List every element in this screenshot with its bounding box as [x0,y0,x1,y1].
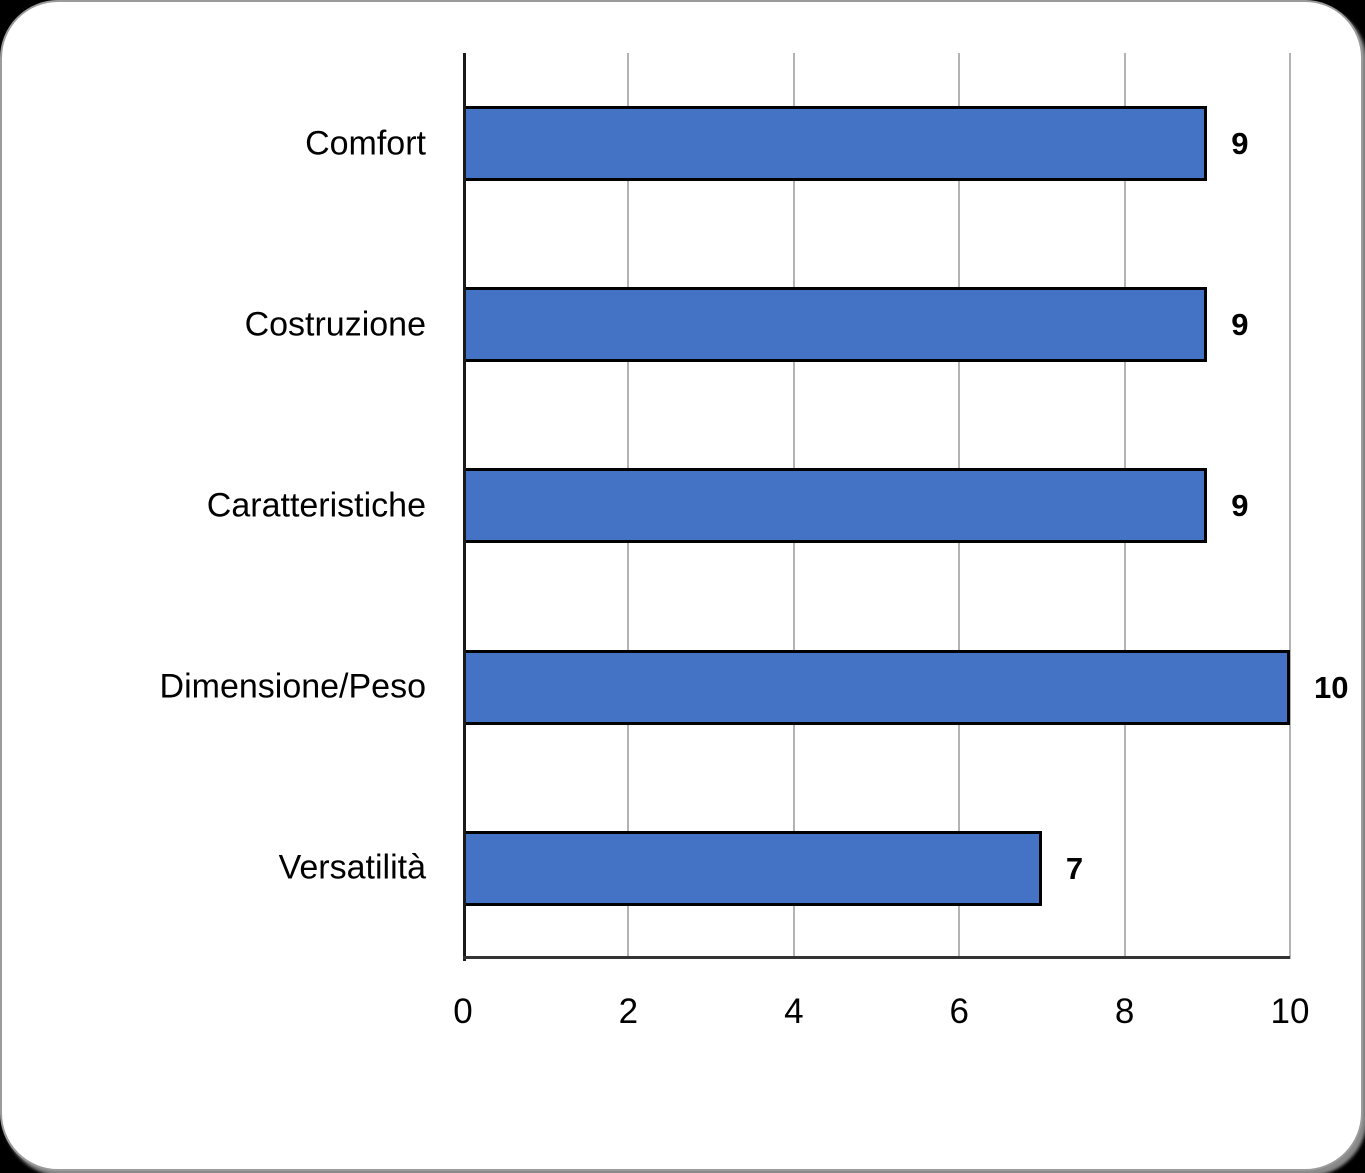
bar-versatilit- [463,830,1042,906]
bar-dimensione-peso [463,649,1290,725]
bar-value-label: 9 [1231,307,1249,343]
category-label: Comfort [305,124,426,163]
category-label: Caratteristiche [206,486,426,525]
x-tick-label: 10 [1270,992,1310,1031]
bar-row: 9 [463,415,1290,596]
x-tick-label: 2 [618,992,639,1031]
x-axis-line [463,956,1290,959]
x-tick-label: 0 [453,992,473,1031]
plot-area: 9 9 9 10 7 [463,53,1348,961]
category-label: Versatilità [278,848,426,887]
bar-value-label: 10 [1314,669,1349,705]
y-axis-line [463,53,466,961]
gridline [1289,53,1291,959]
bar-row: 9 [463,53,1290,234]
bar-row: 7 [463,778,1290,959]
category-label: Costruzione [244,305,426,344]
bar-costruzione [463,287,1208,363]
bar-comfort [463,106,1208,182]
bar-value-label: 7 [1065,850,1084,886]
x-tick-label: 8 [1114,992,1135,1031]
x-tick-label: 6 [949,992,969,1031]
bar-row: 10 [463,597,1348,778]
category-label: Dimensione/Peso [159,667,426,706]
bar-caratteristiche [463,468,1208,544]
bar-row: 9 [463,234,1290,415]
bar-value-label: 9 [1231,126,1249,162]
x-tick-label: 4 [784,992,804,1031]
bar-value-label: 9 [1231,488,1249,524]
